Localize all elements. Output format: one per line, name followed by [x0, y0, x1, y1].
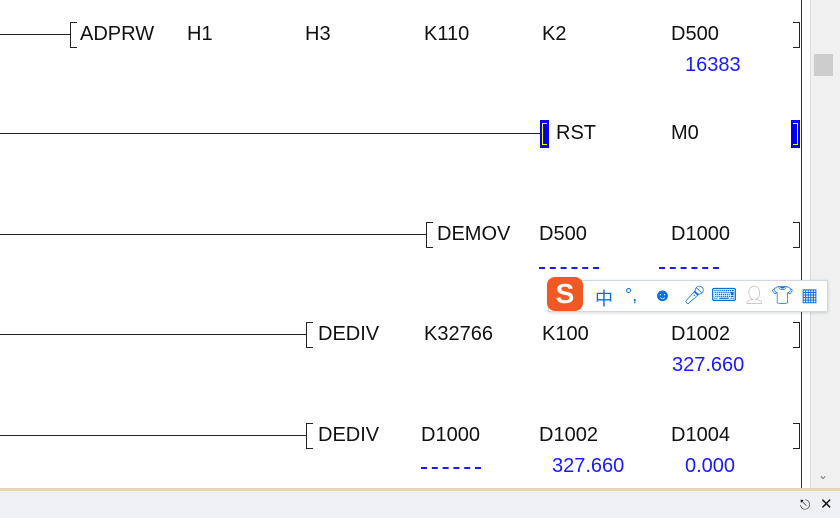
close-icon[interactable]: ✕ [820, 496, 833, 513]
operand[interactable]: K32766 [424, 323, 493, 345]
rung-wire [0, 435, 306, 436]
monitor-value: 16383 [685, 54, 741, 76]
instruction-name[interactable]: RST [556, 122, 596, 144]
operand[interactable]: K2 [542, 23, 567, 45]
instruction-name[interactable]: ADPRW [80, 23, 155, 45]
instruction-bracket-right [793, 322, 800, 348]
operand[interactable]: K100 [542, 323, 589, 345]
instruction-bracket-right [793, 222, 800, 248]
operand[interactable]: H1 [187, 23, 213, 45]
monitor-value-empty [539, 267, 599, 269]
operand[interactable]: H3 [305, 23, 331, 45]
instruction-bracket-left [306, 322, 313, 348]
operand[interactable]: D1004 [671, 424, 730, 446]
punctuation-toggle[interactable]: °, [625, 285, 638, 305]
operand[interactable]: K110 [424, 23, 470, 45]
rung-wire [0, 334, 306, 335]
operand[interactable]: D500 [671, 23, 719, 45]
instruction-bracket-right [793, 22, 800, 48]
input-mode-toggle[interactable]: 中 [595, 289, 613, 309]
monitor-value: 0.000 [685, 455, 736, 477]
selected-bracket-left[interactable] [540, 120, 549, 148]
pin-icon[interactable]: ⎋ [800, 497, 811, 512]
right-power-rail [801, 0, 802, 488]
scrollbar-thumb[interactable] [814, 54, 833, 76]
monitor-value: 327.660 [552, 455, 625, 477]
keyboard-icon[interactable]: ⌨ [711, 285, 737, 305]
vertical-scrollbar[interactable] [810, 0, 840, 488]
monitor-value: 327.660 [672, 354, 745, 376]
operand[interactable]: D1002 [539, 424, 598, 446]
scroll-down-icon[interactable]: ⌄ [818, 468, 829, 482]
operand[interactable]: D500 [539, 223, 587, 245]
output-panel-header: ⎋ ✕ [0, 488, 840, 518]
apps-grid-icon[interactable]: ▦ [801, 285, 819, 305]
operand[interactable]: D1000 [421, 424, 480, 446]
rung-wire [0, 234, 426, 235]
instruction-name[interactable]: DEMOV [437, 223, 511, 245]
operand[interactable]: D1002 [671, 323, 730, 345]
operand[interactable]: M0 [671, 122, 699, 144]
rung-wire [0, 34, 70, 35]
instruction-bracket-left [70, 22, 77, 48]
skin-shirt-icon[interactable]: 👕︎ [771, 285, 794, 305]
operand[interactable]: D1000 [671, 223, 730, 245]
selected-bracket-right[interactable] [791, 120, 800, 148]
instruction-name[interactable]: DEDIV [318, 424, 380, 446]
sogou-logo-icon[interactable]: S [547, 277, 583, 311]
instruction-name[interactable]: DEDIV [318, 323, 380, 345]
monitor-value-empty [421, 467, 481, 469]
microphone-icon[interactable]: 🎤︎ [683, 285, 706, 305]
instruction-bracket-left [426, 222, 433, 248]
instruction-bracket-left [306, 423, 313, 449]
rung-wire [0, 133, 541, 134]
monitor-value-empty [659, 267, 719, 269]
emoji-icon[interactable]: ☻ [653, 285, 672, 305]
user-icon[interactable]: 👤︎ [743, 285, 766, 305]
ime-toolbar: S 中 °, ☻ 🎤︎ ⌨ 👤︎ 👕︎ ▦ [547, 277, 828, 312]
instruction-bracket-right [793, 423, 800, 449]
